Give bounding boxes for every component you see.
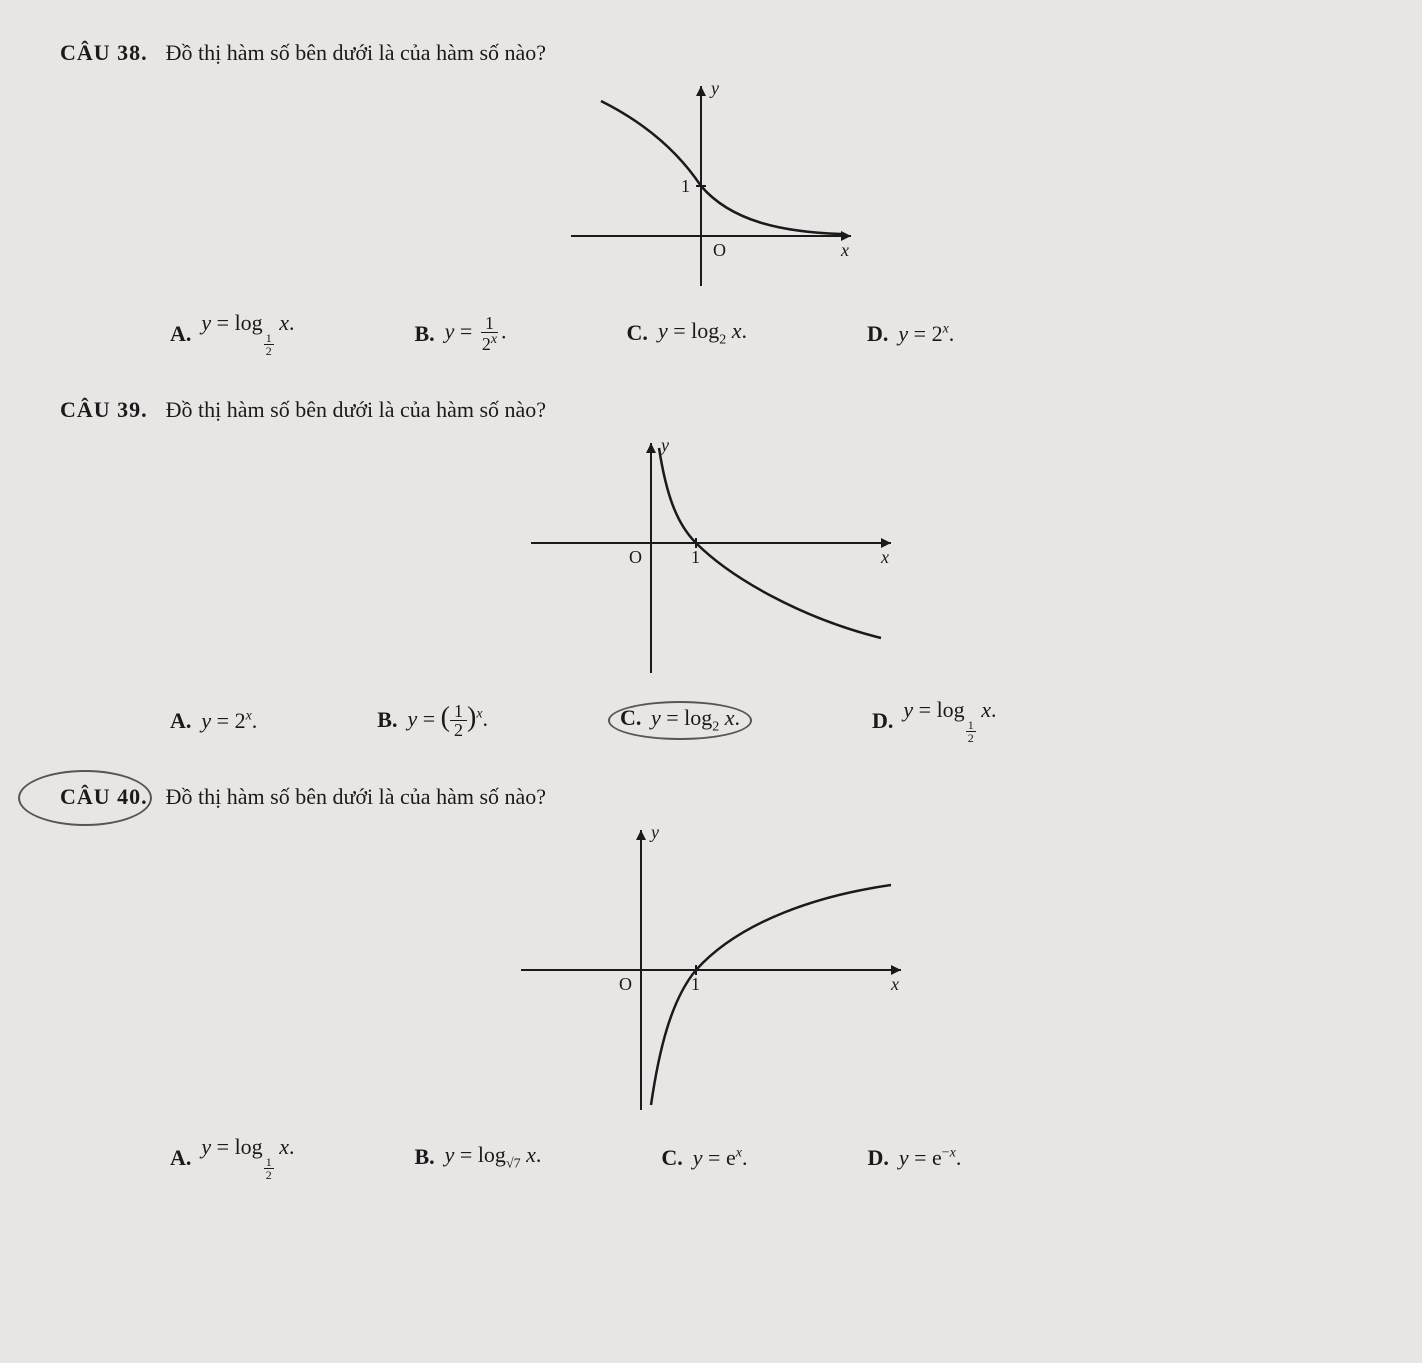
question-40-text: Đồ thị hàm số bên dưới là của hàm số nào… bbox=[166, 784, 546, 810]
choice-39-d[interactable]: D. y = log12 x. bbox=[872, 697, 996, 744]
question-38-graph: y x O 1 bbox=[60, 76, 1362, 296]
origin-label: O bbox=[619, 974, 632, 994]
choice-40-c[interactable]: C. y = ex. bbox=[661, 1145, 747, 1171]
question-39-graph: y x O 1 bbox=[60, 433, 1362, 683]
choice-39-c[interactable]: C. y = log2 x. bbox=[608, 701, 752, 739]
question-39: CÂU 39. Đồ thị hàm số bên dưới là của hà… bbox=[60, 397, 1362, 744]
origin-label: O bbox=[713, 240, 726, 260]
x-intercept-1: 1 bbox=[691, 547, 700, 567]
axis-y-label: y bbox=[709, 78, 719, 98]
choice-38-d[interactable]: D. y = 2x. bbox=[867, 321, 954, 347]
origin-label: O bbox=[629, 547, 642, 567]
question-40-choices: A. y = log12 x. B. y = log√7 x. C. y = e… bbox=[60, 1134, 1362, 1181]
choice-40-d[interactable]: D. y = e−x. bbox=[867, 1145, 961, 1171]
axis-x-label: x bbox=[890, 974, 899, 994]
question-39-text: Đồ thị hàm số bên dưới là của hàm số nào… bbox=[166, 397, 546, 423]
choice-38-c[interactable]: C. y = log2 x. bbox=[627, 318, 747, 348]
x-intercept-1: 1 bbox=[691, 974, 700, 994]
question-39-header: CÂU 39. Đồ thị hàm số bên dưới là của hà… bbox=[60, 397, 1362, 423]
choice-40-b[interactable]: B. y = log√7 x. bbox=[414, 1142, 541, 1172]
question-38-label: CÂU 38. bbox=[60, 40, 148, 66]
question-40-label: CÂU 40. bbox=[60, 784, 148, 810]
choice-40-a[interactable]: A. y = log12 x. bbox=[170, 1134, 294, 1181]
question-38: CÂU 38. Đồ thị hàm số bên dưới là của hà… bbox=[60, 40, 1362, 357]
question-39-label: CÂU 39. bbox=[60, 397, 148, 423]
question-38-text: Đồ thị hàm số bên dưới là của hàm số nào… bbox=[166, 40, 546, 66]
axis-x-label: x bbox=[880, 547, 889, 567]
choice-38-b[interactable]: B. y = 12x. bbox=[414, 314, 506, 353]
choice-38-a[interactable]: A. y = log12 x. bbox=[170, 310, 294, 357]
choice-39-a[interactable]: A. y = 2x. bbox=[170, 708, 257, 734]
question-40-graph: y x O 1 bbox=[60, 820, 1362, 1120]
axis-x-label: x bbox=[840, 240, 849, 260]
question-39-choices: A. y = 2x. B. y = (12)x. C. y = log2 x. … bbox=[60, 697, 1362, 744]
question-38-choices: A. y = log12 x. B. y = 12x. C. y = log2 … bbox=[60, 310, 1362, 357]
question-38-header: CÂU 38. Đồ thị hàm số bên dưới là của hà… bbox=[60, 40, 1362, 66]
question-40-header: CÂU 40. Đồ thị hàm số bên dưới là của hà… bbox=[60, 784, 1362, 810]
axis-y-label: y bbox=[649, 822, 659, 842]
question-40: CÂU 40. Đồ thị hàm số bên dưới là của hà… bbox=[60, 784, 1362, 1181]
choice-39-b[interactable]: B. y = (12)x. bbox=[377, 702, 488, 739]
y-intercept-1: 1 bbox=[681, 176, 690, 196]
